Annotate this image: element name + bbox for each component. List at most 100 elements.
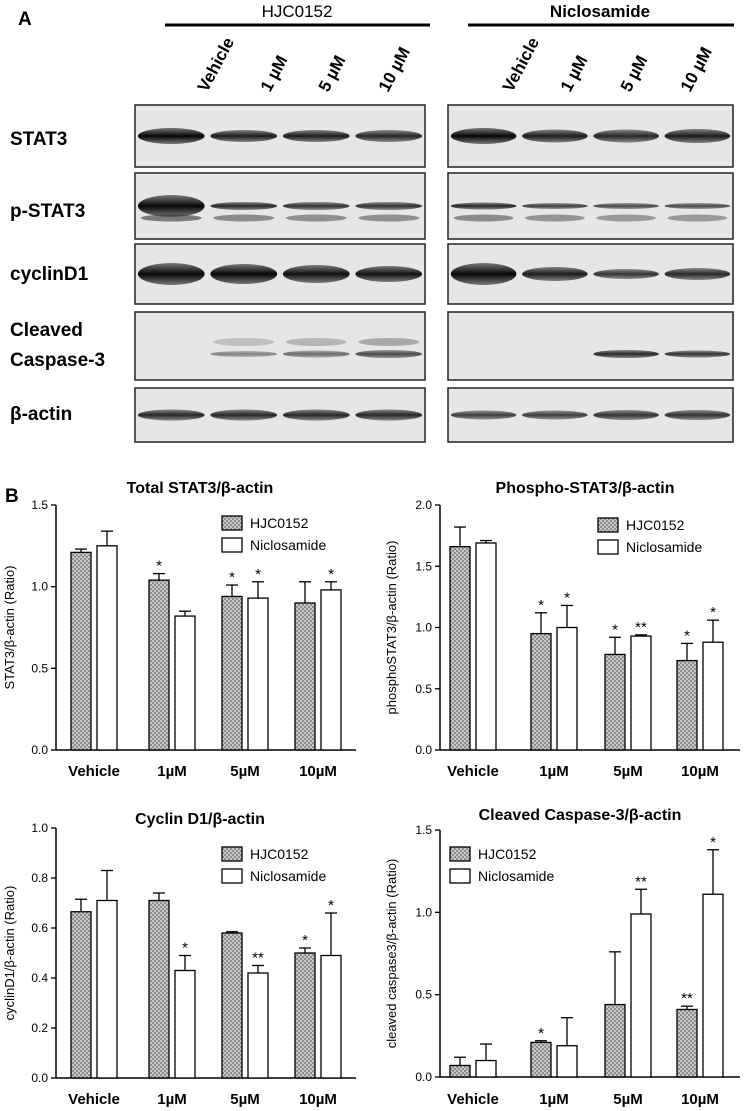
blot-band [522, 267, 588, 281]
significance-marker: * [710, 604, 716, 621]
blot-band [210, 351, 278, 357]
bar-hjc0152 [676, 659, 698, 751]
category-label: Vehicle [68, 763, 120, 780]
blot-band [664, 410, 731, 420]
legend-label: HJC0152 [478, 846, 537, 862]
blot-band [355, 350, 423, 358]
category-label: 5µM [613, 763, 642, 780]
bar-hjc0152 [294, 952, 316, 1079]
significance-marker: ** [635, 619, 647, 636]
y-tick-label: 1.5 [415, 823, 432, 837]
blot-band [140, 214, 202, 222]
blot-band [664, 203, 731, 209]
chart-title: Cyclin D1/β-actin [135, 811, 265, 828]
blot-band [522, 203, 588, 209]
blot-band [282, 409, 350, 421]
blot-band [593, 203, 659, 209]
y-tick-label: 0.0 [31, 1071, 48, 1085]
blot-band [450, 202, 517, 210]
blot-band [355, 130, 423, 142]
bar-hjc0152 [221, 932, 243, 1079]
category-label: Vehicle [68, 1091, 120, 1108]
bar-hjc0152 [676, 1008, 698, 1078]
significance-marker: * [229, 569, 235, 586]
blot-band [282, 265, 350, 283]
legend-label: HJC0152 [250, 515, 309, 531]
category-label: 10µM [681, 1091, 719, 1108]
blot-band [593, 410, 659, 420]
lane-labels: Vehicle 1 µM 5 µM 10 µM Vehicle 1 µM 5 µM 10 µM [194, 34, 716, 95]
blot-band [213, 214, 275, 222]
chart-title: Total STAT3/β-actin [127, 480, 274, 497]
legend-swatch-niclosamide [221, 537, 243, 553]
y-tick-label: 0.4 [31, 971, 48, 985]
significance-marker: * [684, 627, 690, 644]
significance-marker: * [302, 932, 308, 949]
y-tick-label: 2.0 [415, 498, 432, 512]
bar-hjc0152 [148, 579, 170, 751]
significance-marker: * [538, 1025, 544, 1042]
bar-niclosamide [630, 913, 652, 1078]
western-blot-panel: A HJC0152 Niclosamide Vehicle 1 µM 5 µM 10 … [10, 2, 734, 443]
legend: HJC0152 Niclosamide [221, 846, 326, 884]
y-tick-label: 1.5 [31, 498, 48, 512]
significance-marker: * [328, 566, 334, 583]
y-tick-label: 0.5 [415, 682, 432, 696]
bar-hjc0152 [70, 911, 92, 1079]
bar-hjc0152 [530, 1041, 552, 1078]
blot-band [450, 128, 517, 144]
blot-band [210, 202, 278, 210]
blot-band [137, 263, 205, 285]
blot-band [596, 214, 657, 222]
legend-swatch-niclosamide [221, 868, 243, 884]
blot-band [285, 214, 347, 222]
significance-marker: * [156, 558, 162, 575]
group-name-niclosamide: Niclosamide [550, 2, 650, 21]
panel-a-label: A [18, 9, 32, 30]
bar-niclosamide [174, 969, 196, 1079]
group-header-niclosamide: Niclosamide [468, 2, 734, 27]
chart-4: Cleaved Caspase-3/β-actin cleaved caspase… [384, 807, 740, 1108]
blot-band [137, 195, 205, 217]
bar-niclosamide [556, 626, 578, 751]
blot-band [285, 338, 347, 346]
bar-niclosamide [247, 597, 269, 751]
bar-hjc0152 [449, 546, 471, 751]
y-axis-label: cleaved caspase3/β-actin (Ratio) [384, 859, 399, 1049]
bar-niclosamide [174, 615, 196, 751]
blot-band [358, 338, 420, 346]
legend-swatch-hjc0152 [449, 846, 471, 862]
chart-title: Phospho-STAT3/β-actin [496, 480, 675, 497]
row-label: Cleaved [10, 320, 83, 341]
chart-3: Cyclin D1/β-actin cyclinD1/β-actin (Ratio… [2, 811, 356, 1108]
y-axis-label: STAT3/β-actin (Ratio) [2, 565, 17, 689]
legend-swatch-hjc0152 [221, 846, 243, 862]
legend-label: HJC0152 [250, 846, 309, 862]
lane-label: Vehicle [194, 34, 238, 95]
category-label: 10µM [299, 1091, 337, 1108]
blot-band [282, 350, 350, 358]
row-label: cyclinD1 [10, 264, 89, 285]
category-label: 10µM [299, 763, 337, 780]
lane-label: 1 µM [557, 52, 592, 95]
bar-niclosamide [320, 954, 342, 1079]
bar-charts: Total STAT3/β-actin STAT3/β-actin (Ratio)… [2, 480, 740, 1108]
chart-2: Phospho-STAT3/β-actin phosphoSTAT3/β-acti… [384, 480, 740, 780]
blot-band [355, 409, 423, 421]
bar-niclosamide [96, 545, 118, 751]
category-label: 1µM [157, 1091, 186, 1108]
y-tick-label: 0.5 [415, 988, 432, 1002]
bar-hjc0152 [449, 1064, 471, 1078]
bar-niclosamide [630, 635, 652, 751]
bar-hjc0152 [294, 602, 316, 751]
bar-niclosamide [96, 899, 118, 1079]
significance-marker: * [255, 566, 261, 583]
bar-niclosamide [475, 1059, 497, 1078]
significance-marker: ** [635, 873, 647, 890]
significance-marker: * [564, 589, 570, 606]
blot-band [664, 350, 731, 358]
blot-band [593, 129, 659, 143]
blot-band [667, 214, 728, 222]
category-label: 1µM [539, 763, 568, 780]
significance-marker: * [538, 597, 544, 614]
